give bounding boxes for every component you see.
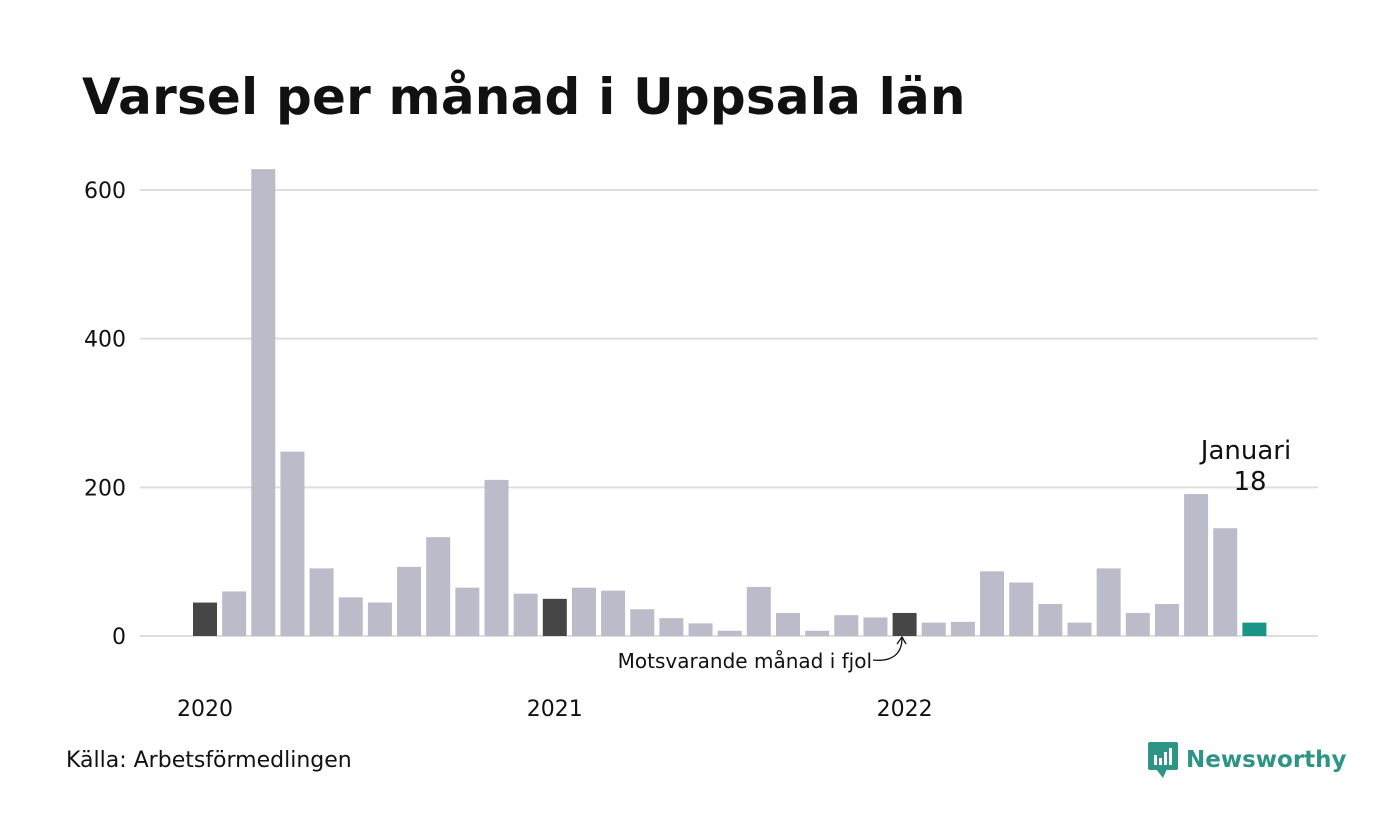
bar-2021-06 (688, 623, 713, 636)
bar-2021-05 (659, 618, 684, 636)
x-axis-ticks: 2020 2021 2022 (177, 697, 933, 722)
bar-2021-01 (542, 598, 567, 636)
bar-2022-09 (1125, 612, 1150, 636)
bar-2021-11 (834, 615, 859, 636)
bar-2022-11 (1184, 494, 1209, 636)
bar-2022-01 (892, 612, 917, 636)
bar-2021-02 (571, 587, 596, 636)
bar-2020-01 (193, 602, 217, 636)
current-month-label: Januari (1199, 436, 1291, 466)
newsworthy-logo: Newsworthy (1148, 742, 1347, 778)
bar-2020-08 (397, 566, 422, 636)
bar-2022-02 (921, 622, 946, 636)
bar-2022-07 (1067, 622, 1092, 636)
annotation-arrowhead (896, 635, 907, 645)
bar-2022-10 (1154, 604, 1179, 636)
y-tick-label: 200 (84, 476, 126, 501)
bar-2022-05 (1009, 582, 1034, 636)
x-tick-label: 2020 (177, 697, 233, 722)
bar-2021-10 (805, 630, 830, 636)
bar-2021-03 (601, 590, 626, 636)
bar-2020-06 (338, 597, 363, 636)
annotation-arrow (872, 637, 903, 661)
brand-name: Newsworthy (1186, 747, 1347, 773)
gridlines (140, 189, 1318, 637)
chart-title: Varsel per månad i Uppsala län (82, 68, 966, 126)
last-year-annotation: Motsvarande månad i fjol (618, 635, 907, 673)
bar-2022-08 (1096, 568, 1121, 636)
bars (193, 169, 1267, 637)
bar-2023-01 (1242, 622, 1267, 636)
bar-2021-07 (717, 630, 742, 636)
bar-2020-11 (484, 479, 509, 636)
current-value-label: 18 (1233, 467, 1266, 497)
y-tick-label: 400 (84, 328, 126, 353)
y-tick-label: 600 (84, 179, 126, 204)
x-tick-label: 2022 (877, 697, 933, 722)
bar-2021-04 (630, 609, 655, 636)
bar-2022-06 (1038, 604, 1063, 636)
bar-2021-09 (776, 612, 800, 636)
bar-2020-04 (280, 451, 305, 636)
bar-2022-03 (950, 621, 975, 636)
bar-2020-07 (367, 602, 392, 636)
bar-2020-12 (513, 593, 538, 636)
current-month-annotation: Januari 18 (1199, 436, 1291, 497)
bar-2020-10 (455, 587, 480, 636)
y-tick-label: 0 (112, 625, 126, 650)
bar-2020-05 (309, 568, 334, 636)
bar-2022-12 (1213, 528, 1238, 636)
y-axis-ticks: 0 200 400 600 (84, 179, 126, 650)
bar-2020-03 (251, 169, 276, 637)
x-tick-label: 2021 (527, 697, 583, 722)
newsworthy-chart-icon (1148, 742, 1178, 778)
last-year-note: Motsvarande månad i fjol (618, 649, 872, 673)
bar-2021-12 (863, 617, 888, 636)
bar-2021-08 (746, 586, 771, 636)
bar-2020-09 (426, 537, 451, 636)
bar-2022-04 (980, 571, 1005, 636)
bar-2020-02 (222, 591, 247, 636)
source-note: Källa: Arbetsförmedlingen (66, 748, 352, 773)
